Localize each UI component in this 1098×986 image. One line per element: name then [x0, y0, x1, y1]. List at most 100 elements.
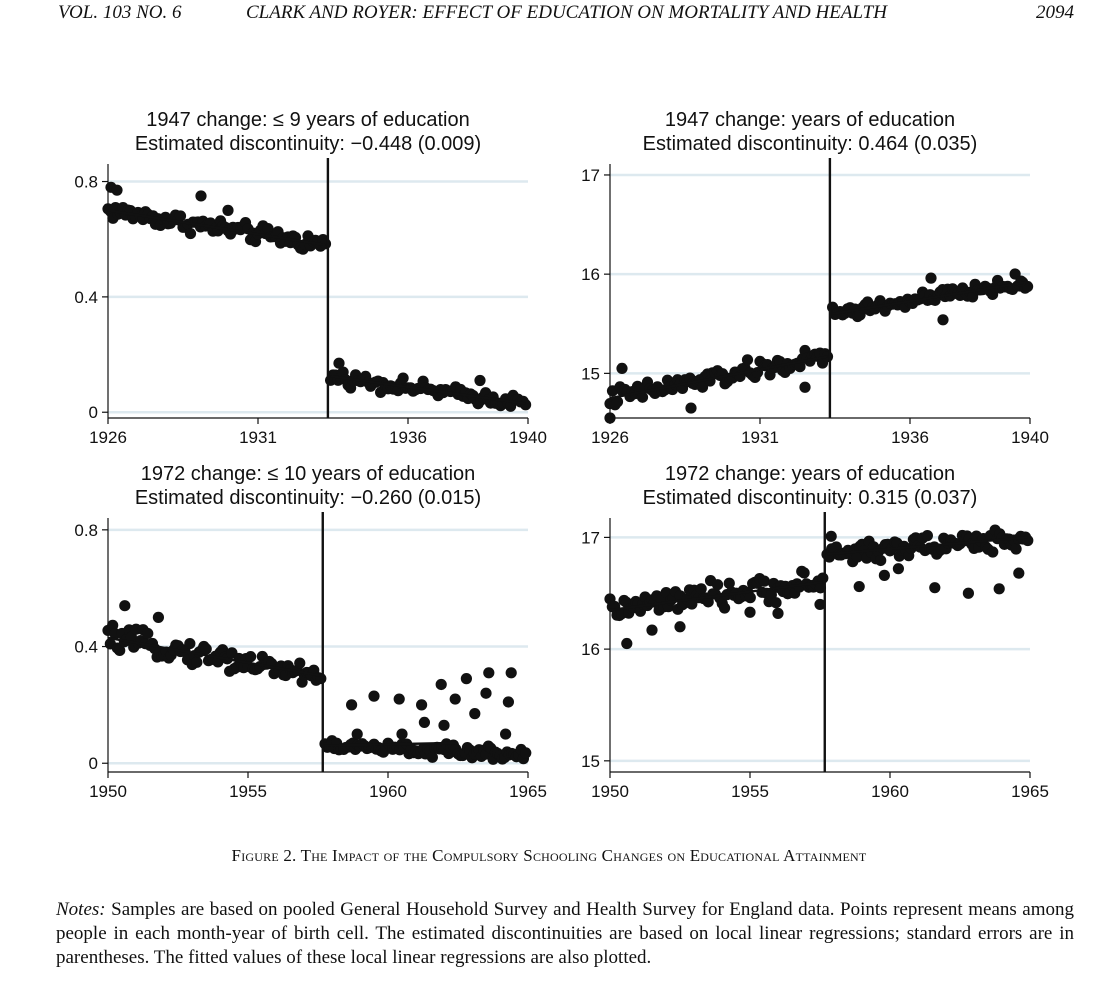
data-point: [184, 227, 197, 240]
data-point: [758, 575, 770, 587]
page-number: 2094: [1036, 2, 1074, 23]
y-tick-label: 15: [581, 364, 600, 383]
x-tick-label: 1955: [229, 782, 267, 801]
data-point: [741, 354, 754, 366]
data-point: [799, 381, 811, 393]
data-point: [195, 190, 207, 202]
figure-notes: Notes: Samples are based on pooled Gener…: [56, 898, 1074, 970]
data-point: [449, 693, 461, 705]
x-tick-label: 1936: [389, 428, 427, 447]
data-point: [925, 272, 937, 284]
y-tick-label: 17: [581, 166, 600, 185]
x-tick-label: 1960: [369, 782, 407, 801]
chart-1972-le10: 1972 change: ≤ 10 years of educationEsti…: [74, 463, 547, 801]
x-tick-label: 1965: [509, 782, 547, 801]
data-point: [245, 651, 257, 663]
notes-text: Samples are based on pooled General Hous…: [56, 899, 1075, 968]
panel-1947-years: 1947 change: years of education Estimated…: [560, 100, 1049, 450]
data-point: [505, 667, 517, 679]
data-point: [438, 719, 450, 731]
fit-line: [609, 580, 823, 612]
x-tick-label: 1936: [891, 428, 929, 447]
data-point: [222, 204, 234, 216]
data-point: [772, 607, 784, 619]
chart-title: 1972 change: ≤ 10 years of education: [141, 463, 476, 485]
running-title: CLARK AND ROYER: EFFECT OF EDUCATION ON …: [246, 2, 887, 23]
y-tick-label: 0: [89, 754, 98, 773]
data-point: [351, 728, 363, 740]
data-point: [962, 587, 974, 599]
chart-title: 1947 change: ≤ 9 years of education: [146, 109, 469, 131]
data-point: [520, 747, 532, 759]
data-point: [646, 624, 658, 636]
running-head: VOL. 103 NO. 6 CLARK AND ROYER: EFFECT O…: [58, 2, 1074, 28]
data-point: [200, 643, 212, 655]
data-point: [114, 644, 126, 657]
data-point: [483, 667, 495, 679]
data-point: [396, 728, 408, 740]
data-point: [393, 693, 405, 705]
data-point: [474, 374, 486, 387]
data-point: [696, 381, 709, 393]
data-point: [921, 530, 933, 542]
y-tick-label: 15: [581, 752, 600, 771]
data-point: [416, 699, 428, 711]
panel-1972-years: 1972 change: years of education Estimated…: [560, 454, 1049, 804]
y-tick-label: 0.4: [74, 288, 98, 307]
data-point: [460, 673, 472, 685]
data-point: [119, 600, 131, 612]
fit-line: [107, 209, 326, 247]
fit-line: [826, 536, 1028, 556]
x-tick-label: 1955: [731, 782, 769, 801]
x-tick-label: 1950: [591, 782, 629, 801]
data-point: [937, 314, 949, 326]
data-point: [435, 678, 447, 691]
chart-title: 1947 change: years of education: [665, 109, 955, 131]
data-point: [718, 602, 731, 614]
data-point: [853, 580, 865, 593]
data-point: [333, 357, 345, 369]
data-point: [107, 619, 119, 631]
x-tick-label: 1931: [741, 428, 779, 447]
data-point: [174, 210, 187, 222]
figure-caption: Figure 2. The Impact of the Compulsory S…: [231, 846, 867, 865]
data-point: [814, 582, 827, 594]
x-tick-label: 1931: [239, 428, 277, 447]
data-point: [674, 621, 686, 633]
x-tick-label: 1960: [871, 782, 909, 801]
data-point: [142, 627, 154, 640]
chart-title: 1972 change: years of education: [665, 463, 955, 485]
chart-subtitle: Estimated discontinuity: 0.464 (0.035): [643, 133, 978, 155]
data-point: [191, 656, 203, 668]
y-tick-label: 0.4: [74, 638, 98, 657]
data-point: [397, 372, 409, 384]
x-tick-label: 1950: [89, 782, 127, 801]
x-tick-label: 1940: [509, 428, 547, 447]
data-point: [814, 598, 826, 611]
chart-1947-years: 1947 change: years of educationEstimated…: [581, 109, 1049, 447]
data-point: [469, 708, 481, 720]
x-tick-label: 1965: [1011, 782, 1049, 801]
chart-subtitle: Estimated discontinuity: −0.448 (0.009): [135, 133, 481, 155]
data-point: [993, 583, 1005, 595]
data-point: [878, 569, 890, 581]
data-point: [368, 690, 380, 702]
fit-line: [324, 741, 459, 747]
fit-line: [330, 374, 526, 405]
x-tick-label: 1926: [89, 428, 127, 447]
data-point: [770, 597, 782, 609]
data-point: [1013, 567, 1025, 579]
y-tick-label: 17: [581, 528, 600, 547]
data-point: [500, 728, 512, 740]
fit-line: [609, 355, 828, 400]
notes-lead: Notes:: [56, 899, 106, 920]
chart-subtitle: Estimated discontinuity: −0.260 (0.015): [135, 487, 481, 509]
fit-line: [832, 280, 1028, 316]
chart-subtitle: Estimated discontinuity: 0.315 (0.037): [643, 487, 978, 509]
data-point: [744, 606, 756, 618]
y-tick-label: 16: [581, 265, 600, 284]
data-point: [929, 582, 941, 594]
data-point: [723, 577, 735, 589]
data-point: [152, 611, 164, 623]
data-point: [604, 412, 616, 424]
